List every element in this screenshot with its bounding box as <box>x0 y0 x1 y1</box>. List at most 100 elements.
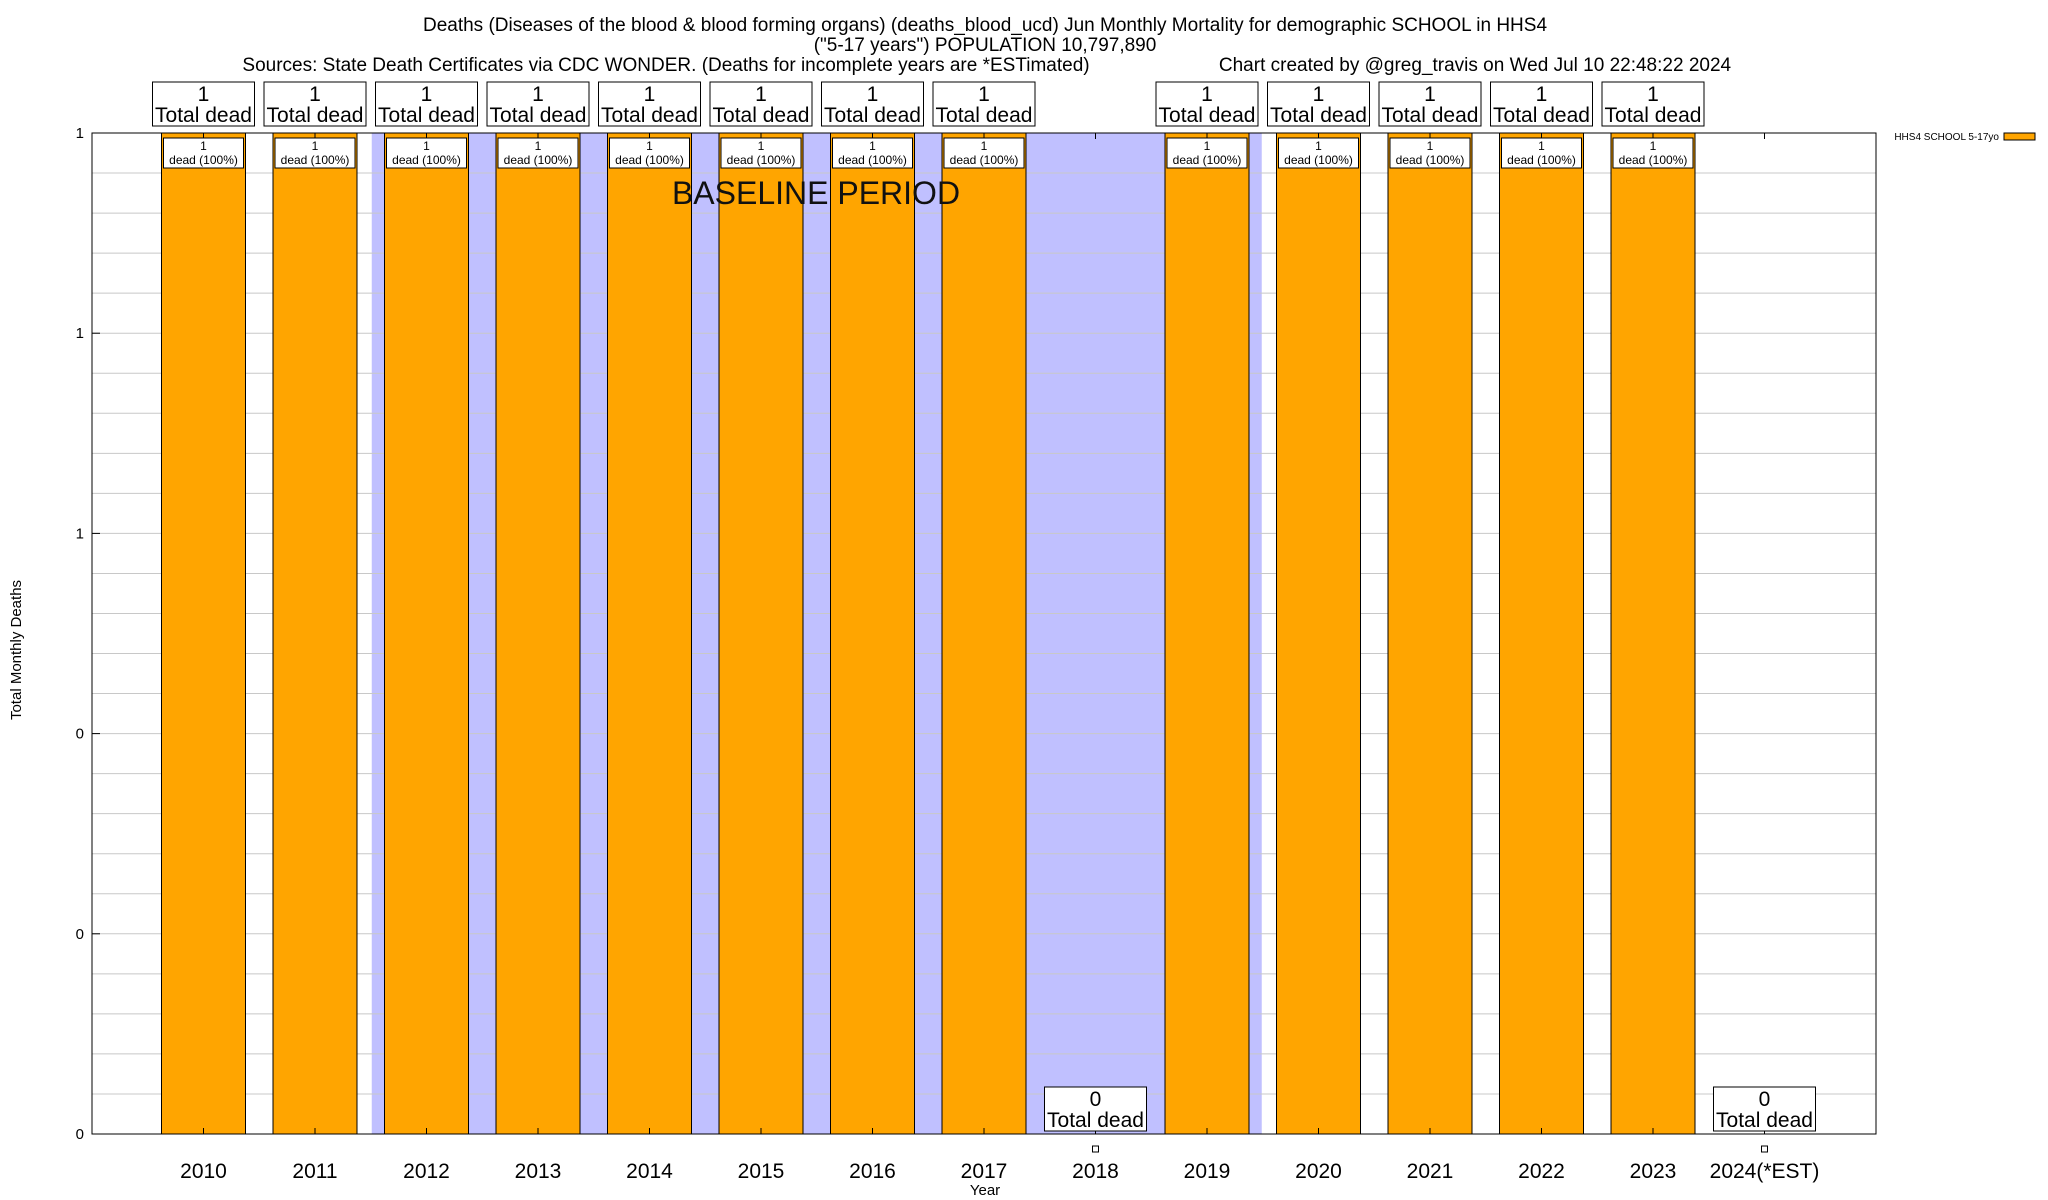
inner-label-percent: dead (100%) <box>392 153 461 167</box>
total-label-text: Total dead <box>490 104 587 127</box>
total-label-text: Total dead <box>155 104 252 127</box>
total-label-text: Total dead <box>824 104 921 127</box>
inner-label-percent: dead (100%) <box>169 153 238 167</box>
x-tick-label-2023: 2023 <box>1630 1160 1677 1183</box>
inner-label-percent: dead (100%) <box>1619 153 1688 167</box>
total-label-text: Total dead <box>1605 104 1702 127</box>
baseline-period-label: BASELINE PERIOD <box>672 175 960 211</box>
inner-label-percent: dead (100%) <box>615 153 684 167</box>
total-label-box <box>709 81 813 127</box>
x-tick-label-2017: 2017 <box>961 1160 1008 1183</box>
inner-label-count: 1 <box>535 139 542 153</box>
total-label-value: 1 <box>198 83 210 106</box>
x-tick-label-2022: 2022 <box>1518 1160 1565 1183</box>
y-tick-label: 0 <box>76 726 84 743</box>
x-tick-label-2021: 2021 <box>1407 1160 1454 1183</box>
bar-2016 <box>830 132 915 1135</box>
total-label-value: 1 <box>1536 83 1548 106</box>
inner-label-percent: dead (100%) <box>950 153 1019 167</box>
y-tick-label: 1 <box>76 525 84 542</box>
inner-label-box <box>832 137 913 169</box>
total-label-value: 1 <box>978 83 990 106</box>
inner-label-box <box>720 137 802 169</box>
total-label-box <box>263 81 367 127</box>
bar-2010 <box>161 132 246 1135</box>
total-label-value: 1 <box>1424 83 1436 106</box>
inner-label-count: 1 <box>1315 139 1322 153</box>
total-label-box <box>821 81 924 127</box>
bar-2019 <box>1164 132 1250 1135</box>
inner-label-count: 1 <box>646 139 653 153</box>
total-label-text: Total dead <box>601 104 698 127</box>
bar-2021 <box>1387 132 1473 1135</box>
inner-label-percent: dead (100%) <box>1507 153 1576 167</box>
chart-sources: Sources: State Death Certificates via CD… <box>242 55 1089 76</box>
y-ticks: 0 0 0 1 1 1 <box>76 125 100 1143</box>
inner-label-count: 1 <box>1204 139 1211 153</box>
total-label-box <box>152 81 255 127</box>
bar-2023 <box>1610 132 1696 1135</box>
total-label-text: Total dead <box>1716 1109 1813 1132</box>
chart-title-line-2: ("5-17 years") POPULATION 10,797,890 <box>814 35 1157 56</box>
inner-label-count: 1 <box>200 139 207 153</box>
inner-label-count: 1 <box>1538 139 1545 153</box>
total-label-text: Total dead <box>1493 104 1590 127</box>
x-tick-label-2015: 2015 <box>738 1160 785 1183</box>
total-label-value: 1 <box>309 83 321 106</box>
total-label-value: 1 <box>421 83 433 106</box>
total-label-box <box>598 81 701 127</box>
legend-entry-label: HHS4 SCHOOL 5-17yo <box>1894 132 1999 143</box>
legend-swatch <box>2003 132 2036 141</box>
chart-title-line-1: Deaths (Diseases of the blood & blood fo… <box>423 15 1547 36</box>
inner-label-percent: dead (100%) <box>1396 153 1465 167</box>
inner-label-percent: dead (100%) <box>504 153 573 167</box>
inner-label-count: 1 <box>423 139 430 153</box>
total-label-text: Total dead <box>378 104 475 127</box>
legend: HHS4 SCHOOL 5-17yo <box>1894 132 2036 143</box>
total-label-box <box>1378 81 1482 127</box>
x-tick-label-2024(*EST): 2024(*EST) <box>1710 1160 1820 1183</box>
total-label-box <box>1490 81 1593 127</box>
total-label-box <box>486 81 590 127</box>
x-axis-label: Year <box>970 1182 1000 1199</box>
y-tick-label: 1 <box>76 125 84 142</box>
total-label-value: 1 <box>644 83 656 106</box>
inner-label-box <box>1278 137 1359 169</box>
y-tick-label: 0 <box>76 926 84 943</box>
inner-label-count: 1 <box>1650 139 1657 153</box>
bar-2022 <box>1499 132 1584 1135</box>
total-label-box <box>1155 81 1259 127</box>
inner-label-percent: dead (100%) <box>727 153 796 167</box>
inner-label-box <box>1166 137 1248 169</box>
total-label-value: 0 <box>1090 1088 1102 1111</box>
total-label-text: Total dead <box>267 104 364 127</box>
x-tick-label-2013: 2013 <box>515 1160 562 1183</box>
total-label-value: 0 <box>1759 1088 1771 1111</box>
bar-2014 <box>607 132 692 1135</box>
total-label-box <box>1267 81 1370 127</box>
inner-label-count: 1 <box>981 139 988 153</box>
total-label-text: Total dead <box>1159 104 1256 127</box>
x-tick-label-2012: 2012 <box>403 1160 450 1183</box>
bar-2020 <box>1276 132 1361 1135</box>
inner-label-box <box>1501 137 1582 169</box>
total-label-text: Total dead <box>1382 104 1479 127</box>
